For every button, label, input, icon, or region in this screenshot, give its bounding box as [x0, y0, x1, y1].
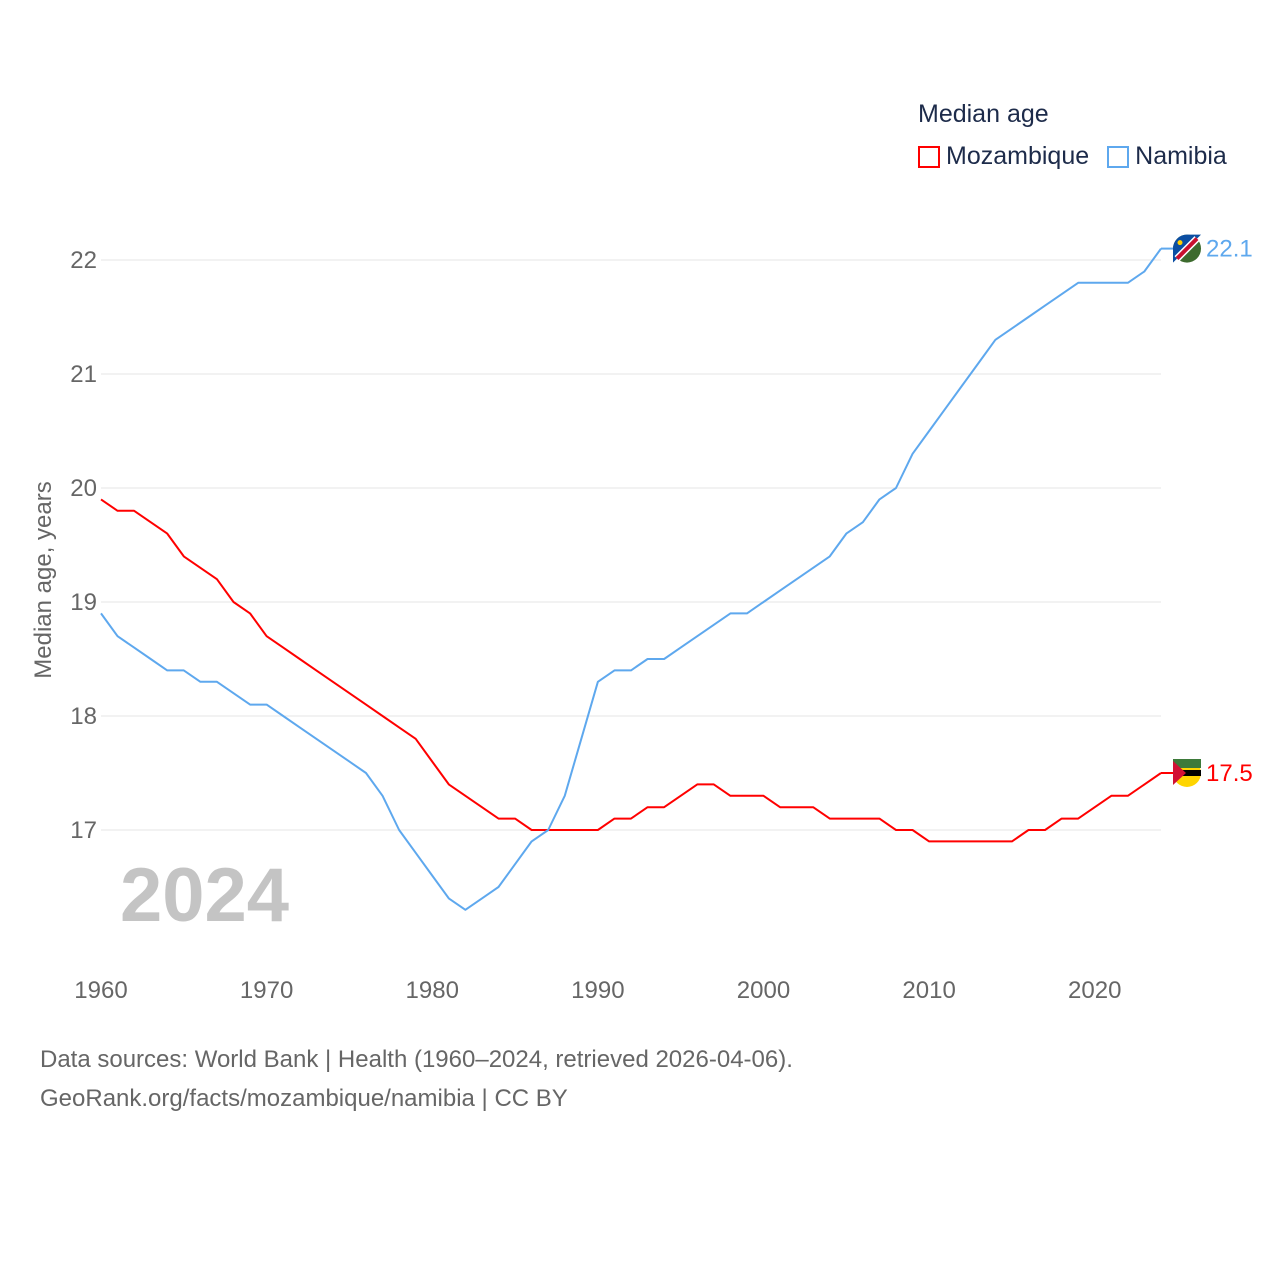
x-tick-label: 1990: [571, 977, 624, 1004]
legend: Mozambique Namibia: [918, 142, 1227, 171]
x-tick-label: 1980: [406, 977, 459, 1004]
end-value-label: 22.1: [1206, 236, 1253, 263]
y-tick-label: 21: [70, 361, 97, 388]
x-tick-label: 1970: [240, 977, 293, 1004]
current-year-watermark: 2024: [120, 853, 290, 938]
x-tick-label: 2000: [737, 977, 790, 1004]
legend-item-mozambique[interactable]: Mozambique: [918, 142, 1089, 171]
mozambique-flag-icon: [1173, 759, 1201, 787]
flag-band: [1175, 237, 1199, 261]
source-text: Data sources: World Bank | Health (1960–…: [40, 1046, 793, 1073]
y-tick-label: 18: [70, 703, 97, 730]
y-tick-label: 19: [70, 589, 97, 616]
series-line-namibia: [100, 248, 1162, 911]
legend-label: Mozambique: [946, 142, 1090, 170]
legend-title: Median age: [918, 100, 1049, 128]
x-tick-label: 1960: [74, 977, 127, 1004]
y-tick-label: 20: [70, 475, 97, 502]
legend-item-namibia[interactable]: Namibia: [1107, 142, 1227, 171]
legend-swatch-mozambique: [918, 145, 940, 168]
y-axis-label: Median age, years: [30, 481, 57, 678]
source-link[interactable]: GeoRank.org/facts/mozambique/namibia | C…: [40, 1085, 568, 1112]
flag-stripe: [1173, 770, 1201, 776]
series-line-mozambique: [100, 498, 1162, 843]
legend-swatch-namibia: [1107, 145, 1130, 168]
flag-triangle: [1173, 761, 1186, 785]
namibia-flag-icon: [1173, 234, 1201, 263]
y-tick-label: 22: [70, 247, 97, 274]
flag-sun: [1177, 240, 1183, 246]
flag-stripe: [1173, 759, 1201, 768]
end-value-label: 17.5: [1206, 760, 1253, 787]
y-tick-label: 17: [70, 817, 97, 844]
legend-label: Namibia: [1135, 142, 1227, 170]
x-tick-label: 2020: [1068, 977, 1121, 1004]
x-tick-label: 2010: [902, 977, 955, 1004]
